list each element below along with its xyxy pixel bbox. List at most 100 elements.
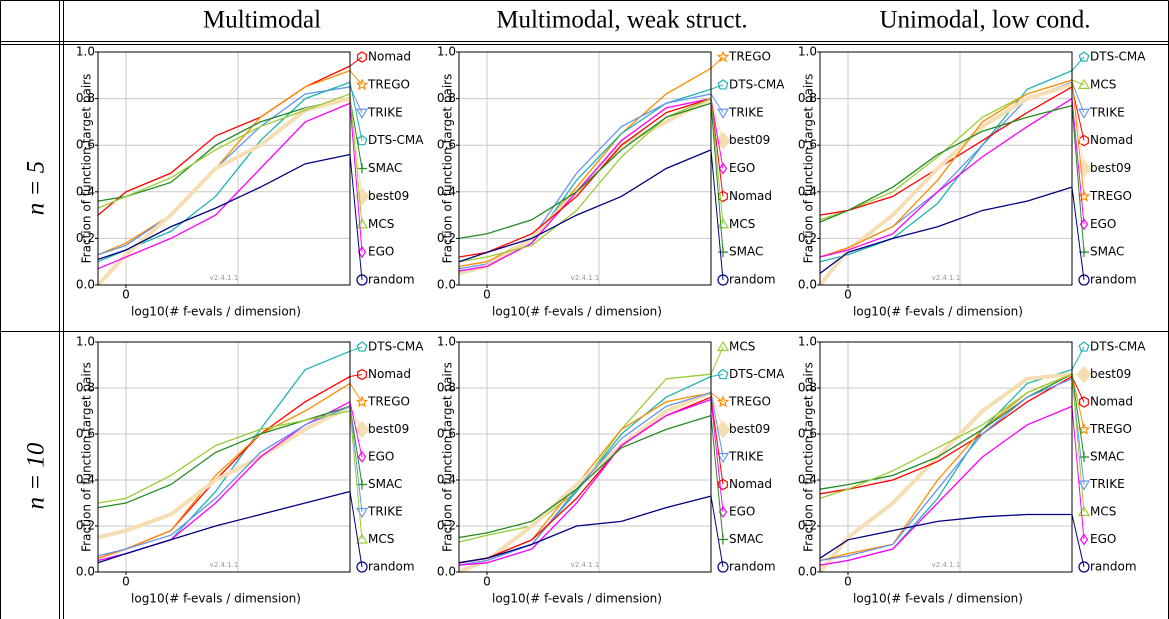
y-tick-label: 0.2 (76, 519, 95, 533)
legend-label: MCS (729, 217, 755, 231)
legend-connector (710, 98, 724, 141)
legend-marker (355, 533, 369, 544)
legend-connector (349, 346, 363, 352)
legend-connector (349, 93, 363, 225)
legend-connector (710, 397, 724, 485)
y-tick-label: 0.4 (76, 473, 95, 487)
y-tick-label: 1.0 (76, 45, 95, 59)
column-header: Unimodal, low cond. (879, 7, 1090, 34)
legend-label: random (729, 560, 776, 574)
plot-frame (458, 341, 712, 573)
legend-marker (715, 131, 731, 150)
legend-label: MCS (729, 340, 755, 354)
legend-connector (710, 392, 724, 458)
watermark: v2.4.1.1 (932, 274, 961, 282)
x-tick-label: 0 (122, 288, 130, 302)
ecdf-line (819, 373, 1073, 490)
ecdf-line (819, 373, 1073, 500)
legend-label: best09 (729, 422, 770, 436)
legend-label: TREGO (367, 77, 410, 91)
y-tick-label: 0.2 (798, 519, 817, 533)
y-tick-label: 0.2 (437, 231, 456, 245)
legend-label: EGO (729, 505, 755, 519)
y-tick-label: 0.0 (437, 565, 456, 579)
ecdf-line (458, 97, 712, 263)
legend-marker (355, 108, 369, 119)
legend-label: random (1090, 273, 1137, 287)
legend-label: EGO (368, 450, 394, 464)
ecdf-line (819, 79, 1073, 258)
legend-marker (356, 274, 368, 286)
legend-marker (716, 340, 730, 352)
legend-connector (710, 98, 724, 225)
legend-label: SMAC (729, 245, 763, 259)
y-tick-label: 0.2 (437, 519, 456, 533)
y-axis-label: Fraction of function,target pairs (802, 362, 816, 552)
legend-label: best09 (368, 422, 409, 436)
ecdf-line (819, 70, 1073, 263)
plot-frame (97, 51, 351, 286)
legend-connector (710, 346, 724, 375)
legend-connector (1071, 374, 1085, 458)
y-tick-label: 0.0 (798, 565, 817, 579)
legend-label: SMAC (368, 161, 402, 175)
y-tick-label: 0.6 (76, 427, 95, 441)
plot-frame (458, 51, 712, 286)
legend-marker (1078, 341, 1090, 352)
y-tick-label: 0.0 (76, 565, 95, 579)
plot-frame (97, 341, 351, 573)
chart-panel: 0.0 0.2 0.4 0.6 0.8 1.0 0 v2.4.1.1 Nomad TREGO TRI… (76, 45, 424, 319)
legend-marker (716, 395, 730, 408)
legend-label: TRIKE (1089, 105, 1125, 119)
legend-label: DTS-CMA (729, 77, 785, 91)
y-tick-label: 1.0 (437, 335, 456, 349)
legend-label: DTS-CMA (1090, 340, 1146, 354)
legend-marker (1079, 396, 1089, 408)
legend-label: DTS-CMA (1090, 50, 1146, 64)
legend-connector (349, 406, 363, 485)
legend-label: MCS (368, 532, 394, 546)
legend-marker (357, 51, 367, 63)
y-tick-label: 0.8 (76, 381, 95, 395)
watermark: v2.4.1.1 (210, 274, 239, 282)
legend-label: DTS-CMA (368, 340, 424, 354)
y-tick-label: 1.0 (76, 335, 95, 349)
legend-label: TREGO (728, 50, 771, 64)
y-tick-label: 0.2 (798, 231, 817, 245)
legend-label: best09 (729, 133, 770, 147)
legend-marker (718, 247, 728, 258)
legend-connector (1071, 406, 1085, 540)
y-tick-label: 1.0 (798, 45, 817, 59)
legend-marker (1077, 189, 1091, 202)
x-axis-label: log10(# f-evals / dimension) (853, 305, 1023, 319)
y-tick-label: 0.8 (76, 91, 95, 105)
y-tick-label: 0.8 (798, 91, 817, 105)
legend-connector (349, 383, 363, 403)
ecdf-line (97, 490, 351, 564)
ecdf-line (819, 368, 1073, 566)
legend-connector (710, 496, 724, 568)
legend-label: MCS (1090, 77, 1116, 91)
legend-marker (718, 534, 728, 545)
legend-marker (717, 368, 729, 380)
legend-label: random (368, 273, 415, 287)
legend-label: Nomad (368, 367, 411, 381)
y-tick-label: 0.8 (798, 381, 817, 395)
ecdf-line (458, 414, 712, 539)
y-tick-label: 0.8 (437, 91, 456, 105)
legend-marker (1076, 365, 1092, 384)
y-tick-label: 0.4 (798, 184, 817, 198)
legend-connector (1071, 374, 1085, 430)
y-tick-label: 0.4 (437, 473, 456, 487)
legend-label: Nomad (729, 477, 772, 491)
legend-connector (710, 103, 724, 253)
legend-connector (710, 149, 724, 281)
ecdf-line (458, 391, 712, 566)
legend-connector (349, 56, 363, 67)
legend-marker (356, 341, 368, 352)
y-axis-label: Fraction of function,target pairs (80, 362, 94, 552)
legend-marker (1078, 51, 1090, 62)
ecdf-line (97, 410, 351, 504)
legend-connector (349, 82, 363, 141)
legend-marker (357, 368, 367, 381)
